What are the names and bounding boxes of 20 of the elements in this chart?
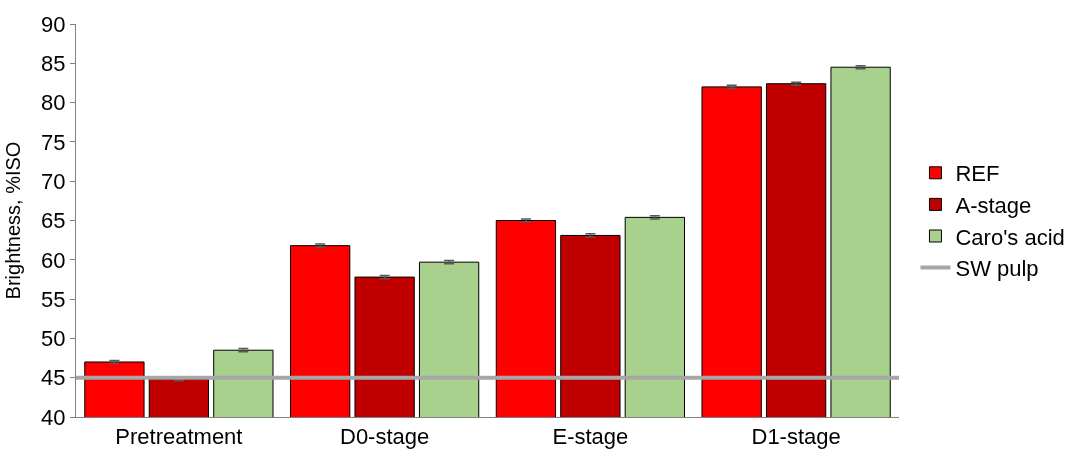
y-tick-label: 60 xyxy=(41,247,66,273)
y-tick-label: 70 xyxy=(41,168,66,194)
legend-label: SW pulp xyxy=(955,256,1039,282)
x-tick-label: D1-stage xyxy=(751,424,841,450)
y-tick-label: 85 xyxy=(41,51,66,76)
legend-label: REF xyxy=(955,161,1000,187)
legend-label: Caro's acid xyxy=(955,224,1065,250)
x-tick-label: E-stage xyxy=(552,424,629,450)
y-tick-label: 45 xyxy=(41,365,66,391)
legend-label: A-stage xyxy=(955,192,1032,218)
y-tick-label: 55 xyxy=(41,286,66,312)
y-tick-label: 75 xyxy=(41,129,66,155)
x-tick-label: Pretreatment xyxy=(115,424,243,450)
y-tick-label: 65 xyxy=(41,208,66,234)
y-tick-label: 90 xyxy=(41,11,66,37)
y-tick-label: 50 xyxy=(41,326,66,352)
y-axis-title: Brightness, %ISO xyxy=(1,141,24,300)
y-tick-label: 80 xyxy=(41,90,66,116)
y-tick-label: 40 xyxy=(41,404,66,430)
x-tick-label: D0-stage xyxy=(339,424,430,450)
